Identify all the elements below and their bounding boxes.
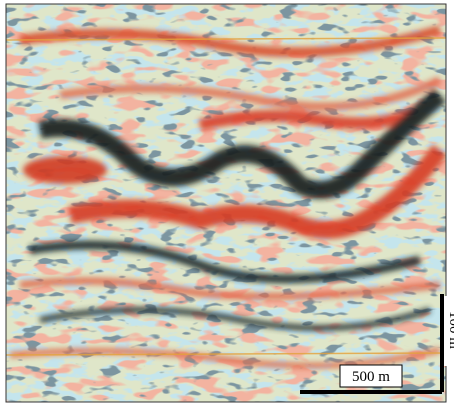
horizontal-scale-label: 500 m: [352, 369, 390, 385]
page: 500 m 100 m (() => { const data = JSON.p…: [0, 0, 454, 406]
vertical-scale-label: 100 m: [446, 311, 454, 349]
section-image: [0, 0, 454, 406]
seismic-section: 500 m 100 m: [0, 0, 454, 406]
